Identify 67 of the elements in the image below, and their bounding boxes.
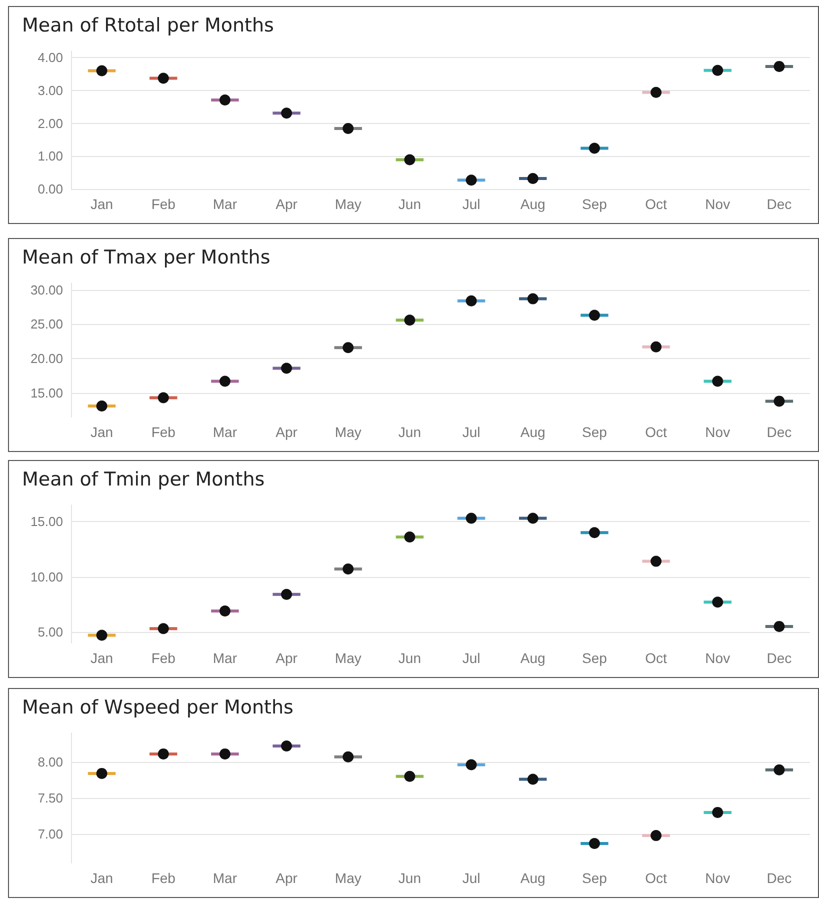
x-tick-label: Sep (582, 870, 608, 886)
x-tick-label: Sep (582, 196, 608, 212)
x-tick-label: Mar (212, 870, 238, 886)
y-tick-label: 7.00 (38, 826, 63, 842)
x-tick-label: Sep (582, 424, 608, 440)
x-tick-label: Jun (398, 650, 421, 666)
x-tick-label: Apr (276, 196, 298, 212)
x-tick-label: Feb (151, 870, 176, 886)
y-tick-label: 0.00 (38, 182, 63, 196)
y-tick-label: 25.00 (30, 316, 63, 332)
x-tick-label: Apr (276, 870, 298, 886)
x-tick-label: Dec (766, 196, 792, 212)
x-tick-label: Jun (398, 424, 421, 440)
x-tick-label: Aug (520, 424, 546, 440)
x-tick-label: Oct (645, 196, 668, 212)
x-tick-label: Apr (276, 424, 298, 440)
x-tick-label: Jul (462, 196, 480, 212)
x-tick-label: Nov (705, 424, 730, 440)
x-tick-label: Jan (90, 196, 114, 212)
chart-title: Mean of Rtotal per Months (22, 14, 274, 36)
x-tick-label: Jun (398, 870, 421, 886)
x-tick-label: Sep (582, 650, 608, 666)
chart-title: Mean of Tmax per Months (22, 246, 270, 268)
x-tick-label: Feb (151, 196, 176, 212)
y-tick-label: 3.00 (38, 82, 63, 98)
x-tick-label: Aug (520, 870, 546, 886)
y-tick-label: 15.00 (30, 385, 63, 400)
x-tick-label: Dec (766, 424, 792, 440)
x-tick-label: Nov (705, 196, 730, 212)
x-tick-label: Feb (151, 424, 176, 440)
x-tick-label: May (334, 650, 362, 666)
y-tick-label: 1.00 (38, 148, 63, 164)
x-tick-label: Mar (212, 424, 238, 440)
x-tick-label: Nov (705, 650, 730, 666)
x-tick-label: Jul (462, 424, 480, 440)
chart-title: Mean of Tmin per Months (22, 468, 265, 490)
x-tick-label: Aug (520, 650, 546, 666)
x-tick-label: Mar (212, 650, 238, 666)
x-tick-label: Jan (90, 650, 114, 666)
x-tick-label: May (334, 424, 362, 440)
x-tick-label: Dec (766, 870, 792, 886)
x-tick-label: Feb (151, 650, 176, 666)
y-tick-label: 20.00 (30, 351, 63, 366)
x-tick-label: May (334, 870, 362, 886)
x-tick-label: Oct (645, 870, 668, 886)
y-tick-label: 8.00 (38, 754, 63, 770)
x-tick-label: May (334, 196, 362, 212)
chart-title: Mean of Wspeed per Months (22, 696, 294, 718)
y-tick-label: 4.00 (38, 50, 63, 66)
x-tick-label: Oct (645, 424, 668, 440)
x-tick-label: Mar (212, 196, 238, 212)
x-tick-label: Jan (90, 870, 114, 886)
x-tick-label: Apr (276, 650, 298, 666)
x-tick-label: Dec (766, 650, 792, 666)
y-tick-label: 5.00 (38, 624, 63, 640)
y-tick-label: 30.00 (30, 282, 63, 298)
x-tick-label: Jul (462, 650, 480, 666)
x-tick-label: Nov (705, 870, 730, 886)
y-tick-label: 15.00 (30, 514, 63, 530)
x-tick-label: Oct (645, 650, 668, 666)
y-tick-label: 7.50 (38, 790, 63, 806)
y-tick-label: 2.00 (38, 116, 63, 131)
x-tick-label: Jun (398, 196, 421, 212)
x-tick-label: Aug (520, 196, 546, 212)
x-tick-label: Jan (90, 424, 114, 440)
x-tick-label: Jul (462, 870, 480, 886)
y-tick-label: 10.00 (30, 569, 63, 584)
